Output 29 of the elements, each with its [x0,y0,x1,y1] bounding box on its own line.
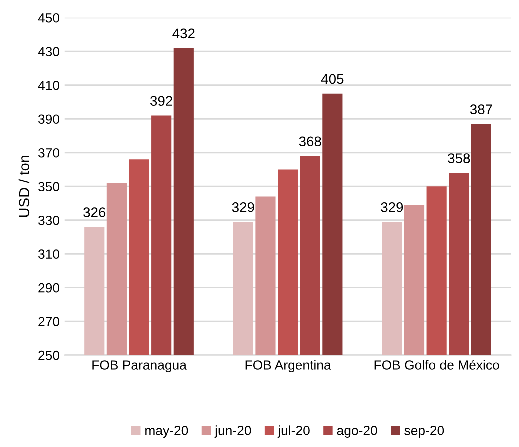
data-label: 405 [321,74,344,84]
data-label: 358 [448,154,470,164]
y-tick-label: 430 [38,47,60,57]
y-tick-label: 310 [38,250,60,260]
data-label: 368 [299,136,322,147]
y-tick-label: 270 [38,317,60,327]
legend-label: jul-20 [278,426,310,438]
y-tick-label: 410 [38,80,60,90]
y-tick-label: 370 [38,148,60,158]
x-tick-label: FOB Golfo de México [374,360,500,370]
y-tick-label: 450 [38,13,60,23]
y-tick-label: 250 [38,350,60,360]
data-label: 392 [150,96,172,106]
legend-label: sep-20 [404,426,444,438]
data-label: 387 [470,104,492,114]
y-tick-label: 330 [38,216,60,226]
legend-label: ago-20 [337,426,378,438]
data-label: 326 [84,208,106,218]
y-tick-label: 390 [38,114,60,124]
y-tick-label: 350 [38,182,60,192]
legend-label: may-20 [146,426,188,438]
y-tick-label: 290 [38,283,60,293]
data-label: 329 [381,202,404,212]
x-tick-label: FOB Paranagua [92,360,187,373]
x-tick-label: FOB Argentina [246,360,332,373]
y-axis-title: USD / ton [18,156,30,218]
data-label: 329 [232,202,254,212]
data-label: 432 [172,28,195,39]
legend-label: jun-20 [214,426,252,438]
